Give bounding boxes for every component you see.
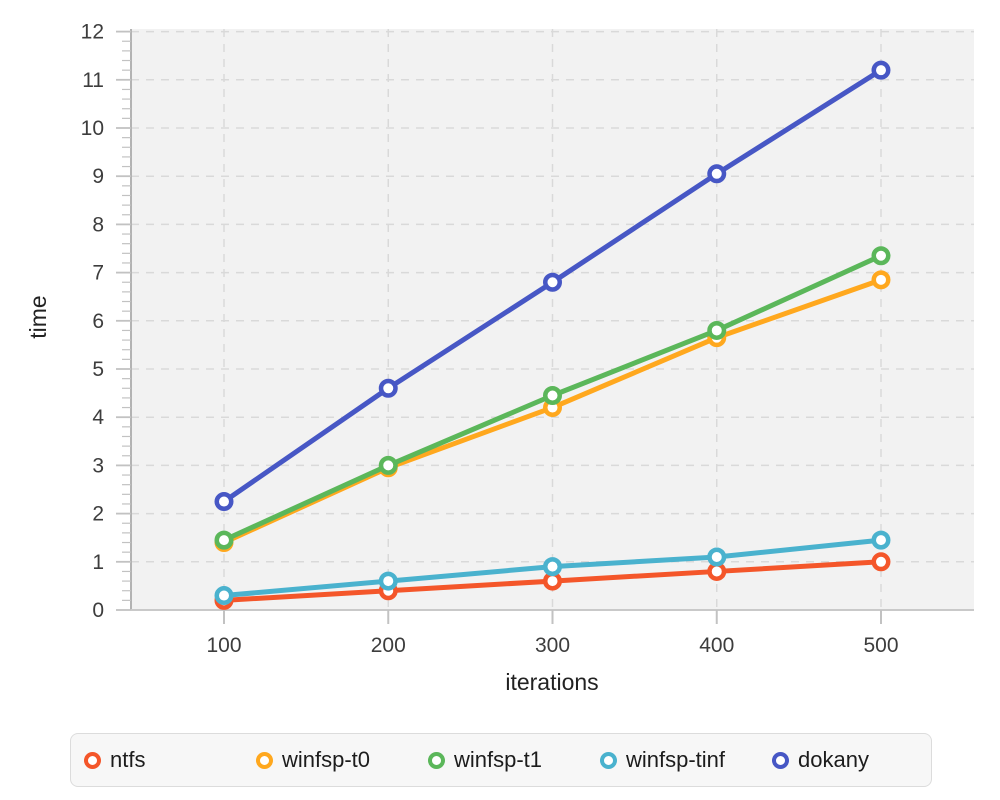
data-point-winfsp-tinf — [543, 557, 562, 577]
data-point-winfsp-tinf — [871, 530, 891, 550]
legend-marker-icon — [84, 751, 101, 769]
x-axis-title: iterations — [505, 669, 598, 695]
legend-marker-icon — [772, 751, 789, 769]
legend-marker-icon — [428, 751, 445, 769]
y-tick-label: 5 — [92, 358, 104, 381]
axes — [116, 29, 974, 624]
data-point-winfsp-tinf — [707, 547, 727, 567]
y-tick-label: 9 — [92, 165, 104, 188]
y-axis-title: time — [25, 295, 51, 338]
legend-marker-icon — [256, 751, 273, 769]
legend-item-winfsp-t0[interactable]: winfsp-t0 — [243, 749, 415, 771]
legend-label: ntfs — [110, 747, 146, 772]
y-tick-label: 10 — [81, 117, 104, 140]
y-tick-label: 12 — [81, 21, 104, 44]
data-point-winfsp-t1 — [214, 530, 234, 550]
legend-item-ntfs[interactable]: ntfs — [71, 749, 243, 771]
y-tick-label: 1 — [92, 551, 104, 574]
legend-label: winfsp-t0 — [282, 747, 371, 772]
data-point-winfsp-tinf — [378, 571, 398, 591]
x-tick-label: 500 — [863, 634, 898, 657]
y-tick-label: 2 — [92, 503, 104, 526]
x-tick-label: 300 — [535, 634, 570, 657]
chart-legend: ntfs winfsp-t0 winfsp-t1 winfsp-tinf dokany — [70, 733, 932, 787]
legend-label: dokany — [798, 747, 869, 772]
data-point-winfsp-t1 — [707, 320, 727, 340]
legend-label: winfsp-t1 — [454, 747, 543, 772]
data-point-ntfs — [871, 552, 891, 572]
y-tick-label: 7 — [92, 262, 104, 285]
y-tick-label: 11 — [82, 69, 104, 92]
legend-item-dokany[interactable]: dokany — [759, 749, 931, 771]
legend-item-winfsp-tinf[interactable]: winfsp-tinf — [587, 749, 759, 771]
data-point-winfsp-t1 — [871, 246, 891, 266]
y-tick-label: 0 — [92, 599, 104, 622]
data-point-dokany — [707, 164, 727, 184]
legend-marker-icon — [600, 751, 617, 769]
legend-item-winfsp-t1[interactable]: winfsp-t1 — [415, 749, 587, 771]
data-series — [214, 60, 891, 610]
data-point-winfsp-t0 — [871, 270, 891, 290]
legend-label: winfsp-tinf — [626, 747, 726, 772]
x-tick-label: 200 — [371, 634, 406, 657]
data-point-winfsp-tinf — [214, 586, 234, 606]
data-point-dokany — [871, 60, 891, 80]
x-tick-label: 400 — [699, 634, 734, 657]
data-point-dokany — [543, 272, 562, 292]
data-point-winfsp-t1 — [543, 386, 562, 406]
data-point-dokany — [214, 492, 234, 512]
y-tick-label: 8 — [92, 213, 104, 236]
y-tick-label: 4 — [92, 406, 104, 429]
x-tick-label: 100 — [206, 634, 241, 657]
data-point-winfsp-t1 — [378, 455, 398, 475]
y-tick-label: 3 — [92, 454, 104, 477]
grid-lines — [131, 29, 974, 610]
y-tick-label: 6 — [92, 310, 104, 333]
data-point-dokany — [378, 378, 398, 398]
